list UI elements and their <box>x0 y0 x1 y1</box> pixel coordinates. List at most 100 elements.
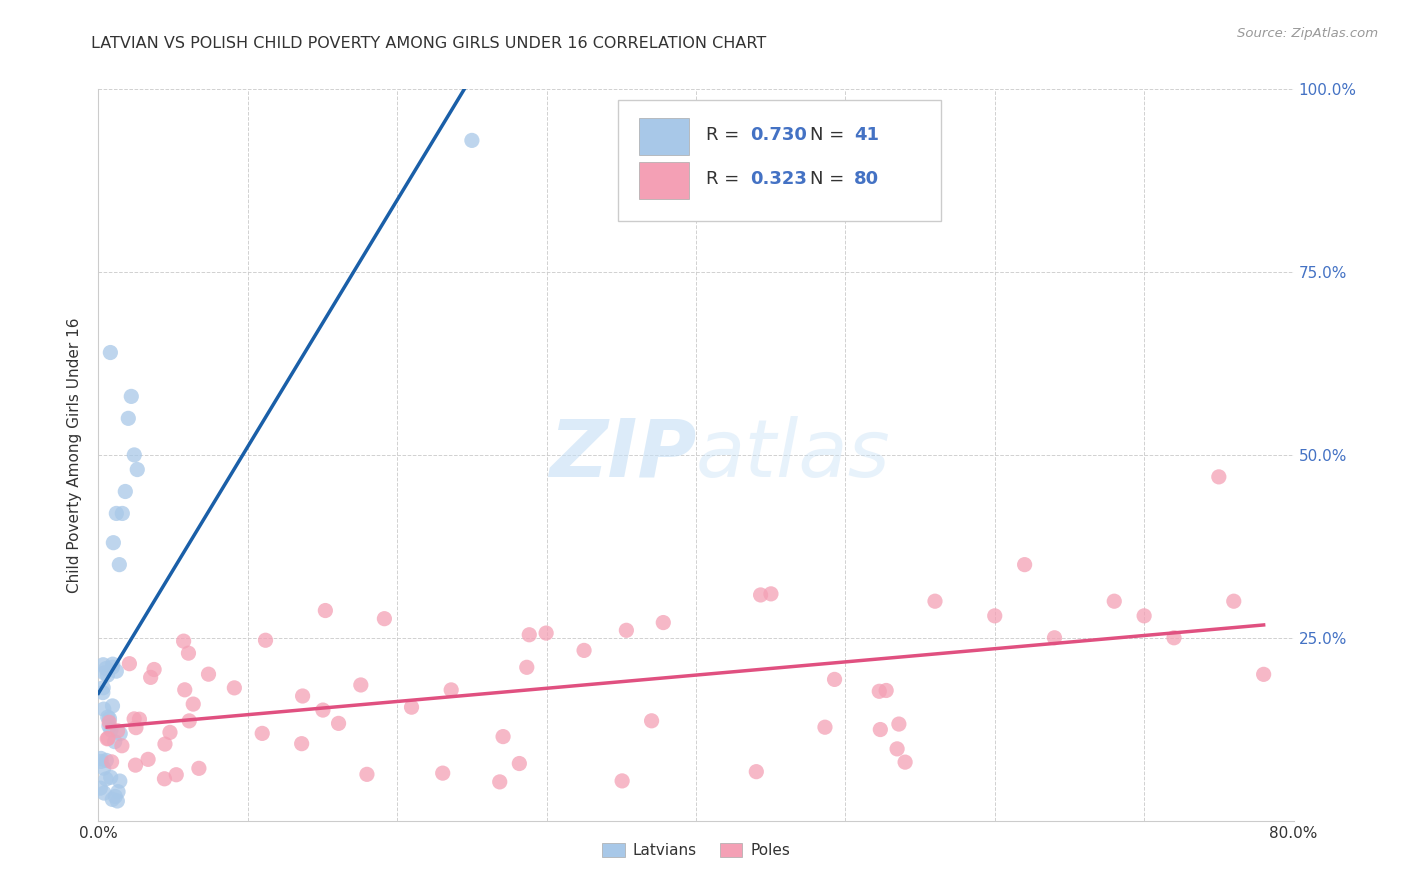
Point <box>104 789 127 804</box>
Point <box>356 767 378 781</box>
Text: ZIP: ZIP <box>548 416 696 494</box>
FancyBboxPatch shape <box>619 100 941 221</box>
Point <box>652 615 675 630</box>
Point <box>869 723 891 737</box>
Point <box>143 663 166 677</box>
Point <box>153 737 176 751</box>
Point <box>181 697 204 711</box>
Text: R =: R = <box>706 170 745 188</box>
Point <box>616 624 638 638</box>
Point <box>91 657 114 672</box>
Point <box>125 721 148 735</box>
Point <box>165 768 187 782</box>
Point <box>98 715 121 730</box>
Point <box>868 684 890 698</box>
Text: 80: 80 <box>853 170 879 188</box>
Point <box>610 773 633 788</box>
Point <box>1253 667 1275 681</box>
Point <box>93 665 115 680</box>
Point <box>814 720 837 734</box>
Point <box>128 712 150 726</box>
Point <box>1043 631 1066 645</box>
Point <box>1223 594 1246 608</box>
Text: 0.323: 0.323 <box>749 170 807 188</box>
Point <box>432 766 454 780</box>
Point <box>94 772 117 786</box>
Point <box>640 714 662 728</box>
Point <box>100 755 122 769</box>
Point <box>103 535 125 549</box>
Point <box>373 612 395 626</box>
Point <box>96 753 118 767</box>
Text: 41: 41 <box>853 127 879 145</box>
Point <box>97 668 120 682</box>
Point <box>108 558 131 572</box>
Point <box>117 411 139 425</box>
Point <box>136 752 159 766</box>
Point <box>114 484 136 499</box>
Point <box>179 714 201 728</box>
Point <box>254 633 277 648</box>
Point <box>127 462 149 476</box>
Point <box>94 662 117 676</box>
Point <box>328 716 350 731</box>
Point <box>886 742 908 756</box>
Point <box>224 681 246 695</box>
Point <box>105 664 128 678</box>
Point <box>93 761 115 775</box>
Point <box>124 448 146 462</box>
Legend: Latvians, Poles: Latvians, Poles <box>596 837 796 864</box>
Point <box>314 603 336 617</box>
Point <box>350 678 373 692</box>
Point <box>749 588 772 602</box>
Point <box>291 689 314 703</box>
Text: atlas: atlas <box>696 416 891 494</box>
Point <box>97 710 120 724</box>
Point <box>177 646 200 660</box>
Point <box>105 794 128 808</box>
Text: 0.730: 0.730 <box>749 127 807 145</box>
Point <box>108 726 131 740</box>
Text: Source: ZipAtlas.com: Source: ZipAtlas.com <box>1237 27 1378 40</box>
Point <box>488 775 510 789</box>
Point <box>984 608 1007 623</box>
Point <box>120 389 142 403</box>
Point <box>1208 470 1230 484</box>
Point <box>197 667 219 681</box>
Point <box>111 739 134 753</box>
Point <box>107 785 129 799</box>
Point <box>108 774 131 789</box>
Point <box>159 725 181 739</box>
Point <box>824 673 846 687</box>
Point <box>104 734 127 748</box>
Point <box>291 737 314 751</box>
Point <box>101 698 124 713</box>
Point <box>100 723 122 737</box>
Point <box>508 756 530 771</box>
Point <box>98 712 121 726</box>
Point <box>100 770 122 784</box>
Point <box>173 682 195 697</box>
Y-axis label: Child Poverty Among Girls Under 16: Child Poverty Among Girls Under 16 <box>67 318 83 592</box>
Point <box>111 507 134 521</box>
Point <box>1014 558 1036 572</box>
Text: R =: R = <box>706 127 745 145</box>
Point <box>1104 594 1126 608</box>
Point <box>312 703 335 717</box>
Point <box>516 660 538 674</box>
Point <box>492 730 515 744</box>
Point <box>91 681 114 695</box>
Point <box>173 634 195 648</box>
Point <box>534 626 557 640</box>
Point <box>89 781 111 796</box>
Point <box>101 792 124 806</box>
Point <box>572 643 595 657</box>
Point <box>745 764 768 779</box>
Point <box>759 587 782 601</box>
FancyBboxPatch shape <box>638 119 689 155</box>
Point <box>153 772 176 786</box>
Point <box>1163 631 1185 645</box>
Point <box>1133 608 1156 623</box>
Point <box>440 682 463 697</box>
Point <box>98 345 122 359</box>
